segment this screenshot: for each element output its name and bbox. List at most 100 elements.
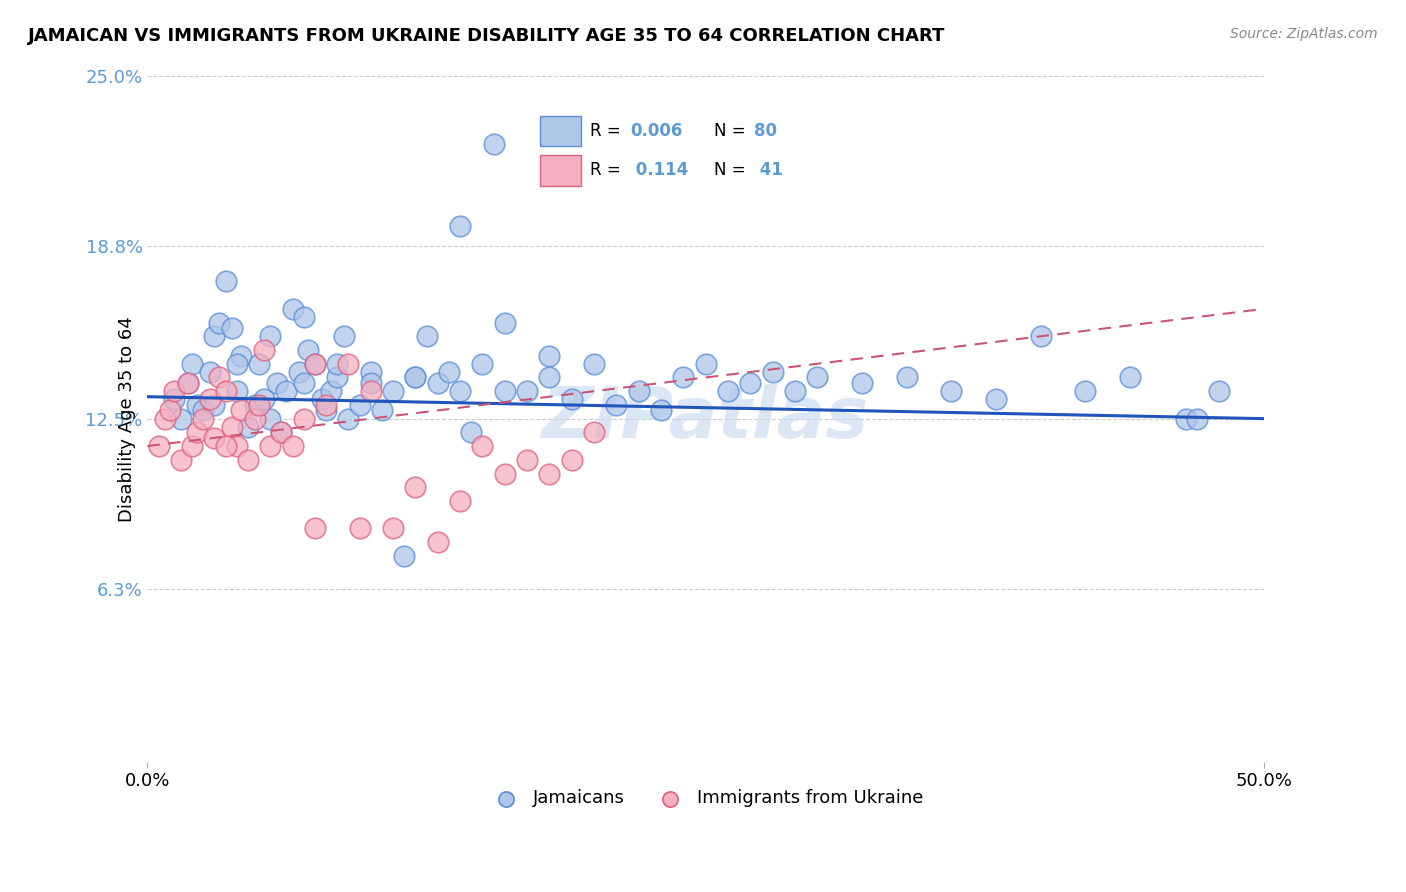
Point (561, 452, 583, 467)
Point (516, 384, 538, 399)
Point (292, 411, 315, 425)
Point (404, 370, 426, 384)
Point (247, 398, 270, 412)
Point (538, 467, 561, 481)
Point (785, 384, 807, 399)
Point (221, 420, 243, 434)
Text: N =: N = (714, 161, 751, 179)
Point (259, 411, 281, 425)
Point (360, 365, 382, 379)
Point (221, 321, 243, 335)
Point (494, 467, 516, 481)
Bar (540, 116, 581, 146)
Text: 0.006: 0.006 (630, 122, 682, 140)
Point (163, 392, 186, 407)
Point (538, 349, 561, 363)
Point (236, 420, 259, 434)
Point (1175, 411, 1198, 425)
Point (214, 384, 236, 399)
Point (198, 392, 221, 407)
Point (538, 370, 561, 384)
Point (627, 384, 650, 399)
Point (202, 398, 225, 412)
Point (292, 310, 315, 324)
Point (170, 411, 193, 425)
Point (281, 301, 304, 316)
Point (243, 398, 266, 412)
Point (349, 521, 371, 535)
Point (426, 376, 449, 390)
Point (315, 403, 337, 417)
Point (471, 439, 494, 453)
Point (360, 384, 382, 399)
Point (583, 425, 606, 440)
Point (695, 357, 717, 371)
Point (337, 357, 360, 371)
Legend: Jamaicans, Immigrants from Ukraine: Jamaicans, Immigrants from Ukraine (481, 782, 931, 814)
Point (198, 365, 221, 379)
Point (460, 425, 482, 440)
Point (426, 535, 449, 549)
Point (851, 376, 873, 390)
Point (247, 357, 270, 371)
Text: 80: 80 (754, 122, 778, 140)
Point (1029, 329, 1052, 343)
Point (155, 411, 177, 425)
Point (181, 357, 204, 371)
Text: N =: N = (714, 122, 751, 140)
Point (482, 137, 505, 152)
Point (349, 398, 371, 412)
Point (583, 357, 606, 371)
Point (193, 403, 215, 417)
Point (650, 403, 672, 417)
Text: 0.114: 0.114 (630, 161, 689, 179)
Point (259, 329, 281, 343)
Point (437, 365, 460, 379)
Point (225, 357, 247, 371)
Point (326, 370, 349, 384)
Point (288, 365, 311, 379)
Point (319, 384, 342, 399)
Point (516, 452, 538, 467)
Point (740, 376, 762, 390)
Point (159, 403, 181, 417)
Point (297, 343, 319, 357)
Point (231, 403, 253, 417)
Point (176, 376, 198, 390)
Point (148, 439, 170, 453)
Text: R =: R = (591, 122, 626, 140)
Point (311, 392, 333, 407)
Point (984, 392, 1007, 407)
Point (214, 439, 236, 453)
Text: Source: ZipAtlas.com: Source: ZipAtlas.com (1230, 27, 1378, 41)
Point (717, 384, 740, 399)
Point (202, 329, 225, 343)
Point (315, 398, 337, 412)
Point (281, 439, 304, 453)
Point (181, 439, 204, 453)
Point (371, 403, 394, 417)
Point (1119, 370, 1142, 384)
Point (292, 376, 315, 390)
Point (304, 357, 326, 371)
Point (404, 370, 426, 384)
Point (449, 219, 471, 234)
Point (337, 411, 360, 425)
Point (941, 384, 963, 399)
Point (896, 370, 918, 384)
Point (231, 349, 253, 363)
Point (449, 384, 471, 399)
Point (494, 384, 516, 399)
Text: 41: 41 (754, 161, 783, 179)
Text: ZIPatlas: ZIPatlas (543, 384, 869, 453)
Text: JAMAICAN VS IMMIGRANTS FROM UKRAINE DISABILITY AGE 35 TO 64 CORRELATION CHART: JAMAICAN VS IMMIGRANTS FROM UKRAINE DISA… (28, 27, 945, 45)
Point (170, 452, 193, 467)
Point (274, 384, 297, 399)
Point (605, 398, 627, 412)
Point (186, 398, 208, 412)
Point (202, 431, 225, 445)
Point (252, 343, 274, 357)
Point (1185, 411, 1208, 425)
Point (494, 316, 516, 330)
Point (208, 316, 231, 330)
